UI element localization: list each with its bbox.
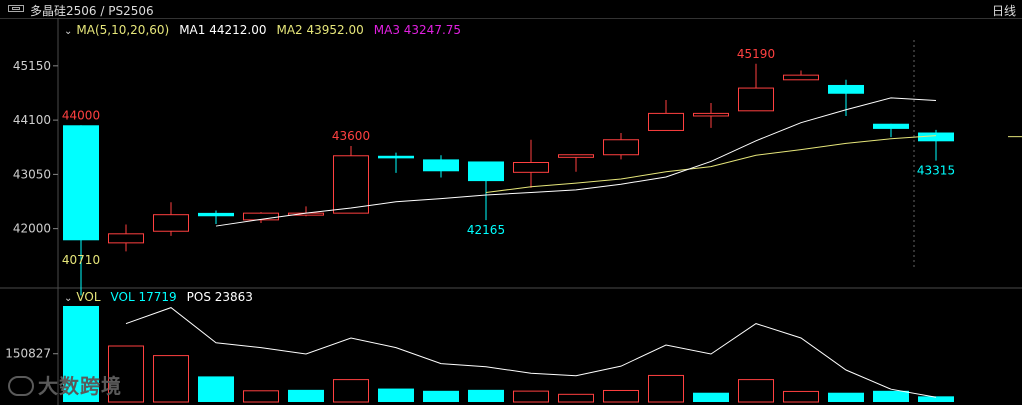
candle-body bbox=[468, 161, 504, 182]
candle-body bbox=[63, 125, 99, 241]
ma2-value: MA2 43952.00 bbox=[276, 23, 364, 37]
volume-bar bbox=[558, 393, 594, 403]
volume-bar bbox=[783, 390, 819, 403]
period-selector[interactable]: 日线 bbox=[991, 4, 1016, 18]
ma-white-line bbox=[215, 97, 937, 227]
candle-body bbox=[153, 214, 189, 232]
volume-bar bbox=[468, 389, 504, 402]
volume-bar bbox=[153, 355, 189, 403]
volume-bar bbox=[648, 374, 684, 403]
candle-body bbox=[918, 132, 954, 142]
volume-bar bbox=[603, 389, 639, 403]
volume-bar bbox=[918, 396, 954, 402]
volume-bar bbox=[423, 390, 459, 402]
volume-bar bbox=[738, 379, 774, 403]
y-tick-label: 44100 bbox=[13, 113, 51, 127]
volume-bar bbox=[63, 306, 99, 402]
candle-body bbox=[423, 159, 459, 172]
vol-tick-label: 150827 bbox=[5, 347, 51, 361]
candle-body bbox=[873, 123, 909, 129]
price-annotation: 43315 bbox=[917, 164, 955, 178]
volume-bar bbox=[828, 392, 864, 402]
position-line bbox=[125, 307, 937, 398]
ma-indicator-label[interactable]: MA(5,10,20,60) bbox=[76, 23, 170, 37]
volume-bar bbox=[378, 388, 414, 402]
price-annotation: 44000 bbox=[62, 108, 100, 122]
candle-body bbox=[513, 161, 549, 173]
watermark-logo: 大数跨境 bbox=[8, 370, 122, 399]
candle-body bbox=[558, 154, 594, 158]
volume-bar bbox=[333, 379, 369, 403]
vol-indicator-label[interactable]: VOL bbox=[76, 290, 101, 304]
y-tick-label: 43050 bbox=[13, 167, 51, 181]
title-bar: 多晶硅2506 / PS2506 日线 bbox=[0, 0, 1022, 19]
ma-yellow-line bbox=[485, 135, 937, 193]
candle-body bbox=[648, 112, 684, 131]
volume-bar bbox=[693, 392, 729, 402]
candle-body bbox=[828, 84, 864, 94]
candle-body bbox=[378, 155, 414, 159]
volume-bar bbox=[243, 390, 279, 403]
price-annotation: 40710 bbox=[62, 253, 100, 267]
volume-bar bbox=[513, 390, 549, 403]
y-tick-label: 42000 bbox=[13, 222, 51, 236]
candle-body bbox=[783, 74, 819, 81]
ma-legend: ⌄ MA(5,10,20,60) MA1 44212.00 MA2 43952.00 M… bbox=[64, 23, 471, 37]
candle-body bbox=[738, 87, 774, 112]
candle-body bbox=[333, 155, 369, 214]
ma3-value: MA3 43247.75 bbox=[373, 23, 462, 37]
vol-value: VOL 17719 bbox=[110, 290, 177, 304]
price-annotation: 45190 bbox=[737, 47, 775, 61]
price-annotation: 42165 bbox=[467, 223, 505, 237]
volume-bar bbox=[198, 376, 234, 402]
candle-body bbox=[693, 112, 729, 117]
candle-body bbox=[603, 139, 639, 156]
pos-value: POS 23863 bbox=[186, 290, 253, 304]
chevron-down-icon[interactable]: ⌄ bbox=[64, 293, 73, 304]
ma1-value: MA1 44212.00 bbox=[179, 23, 267, 37]
price-annotation: 43600 bbox=[332, 129, 370, 143]
volume-bar bbox=[108, 345, 144, 403]
volume-bar bbox=[873, 390, 909, 402]
watermark-icon bbox=[8, 376, 34, 396]
volume-bar bbox=[288, 389, 324, 402]
vol-legend: ⌄ VOL VOL 17719 POS 23863 bbox=[64, 290, 263, 304]
chevron-down-icon[interactable]: ⌄ bbox=[64, 26, 73, 37]
candle-body bbox=[108, 233, 144, 244]
candle-body bbox=[198, 212, 234, 217]
panel-icon[interactable] bbox=[8, 5, 24, 12]
y-tick-label: 45150 bbox=[13, 59, 51, 73]
contract-title: 多晶硅2506 / PS2506 bbox=[30, 4, 154, 18]
